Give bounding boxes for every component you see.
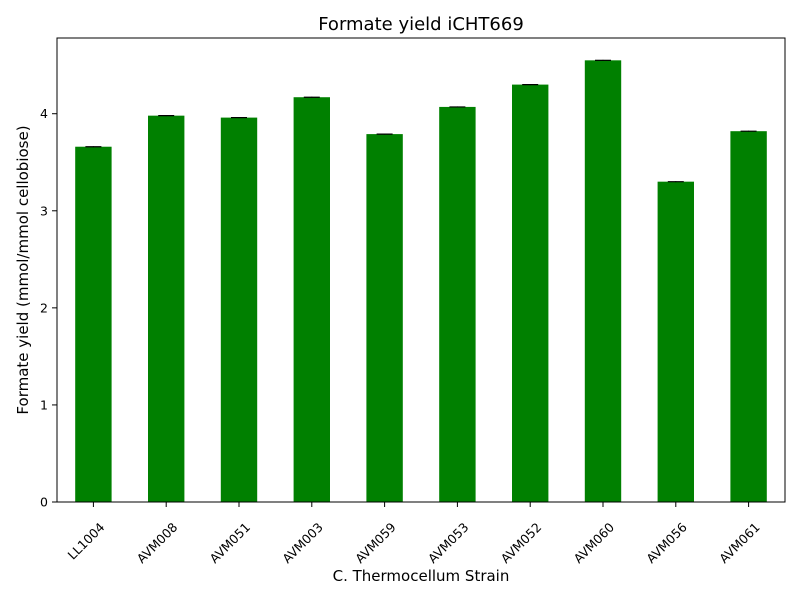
bar-avm059 — [366, 134, 403, 503]
bar-avm008 — [148, 115, 185, 502]
bar-avm052 — [512, 84, 549, 502]
x-tick-label-avm052: AVM052 — [498, 520, 545, 567]
y-tick-label-2: 2 — [40, 300, 48, 315]
x-tick-label-avm059: AVM059 — [352, 519, 399, 566]
x-tick-label-avm051: AVM051 — [206, 520, 253, 567]
plot-area: LL1004 AVM008 AVM051 AVM003 AVM059 AVM053 AVM0… — [40, 37, 786, 567]
plot-frame — [56, 37, 786, 503]
x-tick-label-avm060: AVM060 — [570, 519, 617, 566]
x-tick-label-avm061: AVM061 — [716, 520, 763, 567]
y-tick-label-1: 1 — [40, 397, 48, 412]
x-tick-label-avm008: AVM008 — [134, 519, 181, 566]
chart-title: Formate yield iCHT669 — [318, 14, 524, 35]
y-tick-label-3: 3 — [40, 203, 48, 218]
bar-ll1004 — [75, 146, 112, 502]
x-axis-label: C. Thermocellum Strain — [333, 567, 510, 585]
bar-avm053 — [439, 106, 476, 502]
y-tick-label-0: 0 — [40, 495, 48, 510]
bar-avm061 — [730, 131, 767, 502]
bar-avm051 — [220, 117, 258, 502]
x-tick-label-ll1004: LL1004 — [65, 519, 108, 562]
x-tick-label-avm003: AVM003 — [279, 520, 326, 567]
bar-avm060 — [584, 60, 622, 503]
y-tick-label-4: 4 — [40, 106, 48, 121]
bar-avm056 — [657, 181, 694, 502]
y-axis-label: Formate yield (mmol/mmol cellobiose) — [14, 125, 32, 414]
bar-avm003 — [293, 97, 330, 503]
x-tick-label-avm053: AVM053 — [425, 520, 472, 567]
x-tick-label-avm056: AVM056 — [643, 519, 690, 566]
